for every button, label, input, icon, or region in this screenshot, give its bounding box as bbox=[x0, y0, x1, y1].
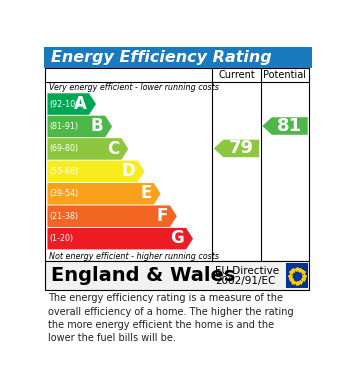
Bar bbox=[286, 263, 308, 288]
Text: (1-20): (1-20) bbox=[50, 234, 74, 243]
Text: G: G bbox=[170, 229, 184, 247]
Polygon shape bbox=[214, 140, 259, 157]
Polygon shape bbox=[47, 183, 161, 204]
Text: (81-91): (81-91) bbox=[50, 122, 79, 131]
Text: (92-100): (92-100) bbox=[50, 100, 84, 109]
Bar bbox=[45, 68, 309, 261]
Text: The energy efficiency rating is a measure of the
overall efficiency of a home. T: The energy efficiency rating is a measur… bbox=[48, 293, 294, 343]
Text: (39-54): (39-54) bbox=[50, 189, 79, 198]
Text: C: C bbox=[107, 140, 119, 158]
Text: (21-38): (21-38) bbox=[50, 212, 79, 221]
Polygon shape bbox=[47, 93, 96, 115]
Text: Current: Current bbox=[218, 70, 255, 81]
Text: Very energy efficient - lower running costs: Very energy efficient - lower running co… bbox=[49, 83, 219, 92]
Text: D: D bbox=[121, 162, 135, 180]
Text: 79: 79 bbox=[229, 140, 254, 158]
Bar bbox=[45, 261, 309, 290]
Polygon shape bbox=[47, 116, 112, 137]
Text: EU Directive: EU Directive bbox=[215, 266, 279, 276]
Text: A: A bbox=[74, 95, 87, 113]
Polygon shape bbox=[47, 206, 177, 227]
Text: Potential: Potential bbox=[263, 70, 307, 81]
Polygon shape bbox=[47, 138, 128, 160]
Text: 81: 81 bbox=[277, 117, 302, 135]
Text: Not energy efficient - higher running costs: Not energy efficient - higher running co… bbox=[49, 252, 219, 261]
Text: B: B bbox=[90, 117, 103, 135]
Text: (69-80): (69-80) bbox=[50, 144, 79, 153]
Polygon shape bbox=[262, 117, 308, 135]
Bar bbox=[45, 47, 313, 68]
Text: E: E bbox=[140, 185, 151, 203]
Text: F: F bbox=[156, 207, 168, 225]
Polygon shape bbox=[47, 161, 144, 182]
Text: 2002/91/EC: 2002/91/EC bbox=[215, 276, 276, 286]
Text: England & Wales: England & Wales bbox=[50, 266, 235, 285]
Polygon shape bbox=[47, 228, 193, 249]
Text: (55-68): (55-68) bbox=[50, 167, 79, 176]
Text: Energy Efficiency Rating: Energy Efficiency Rating bbox=[50, 50, 271, 65]
